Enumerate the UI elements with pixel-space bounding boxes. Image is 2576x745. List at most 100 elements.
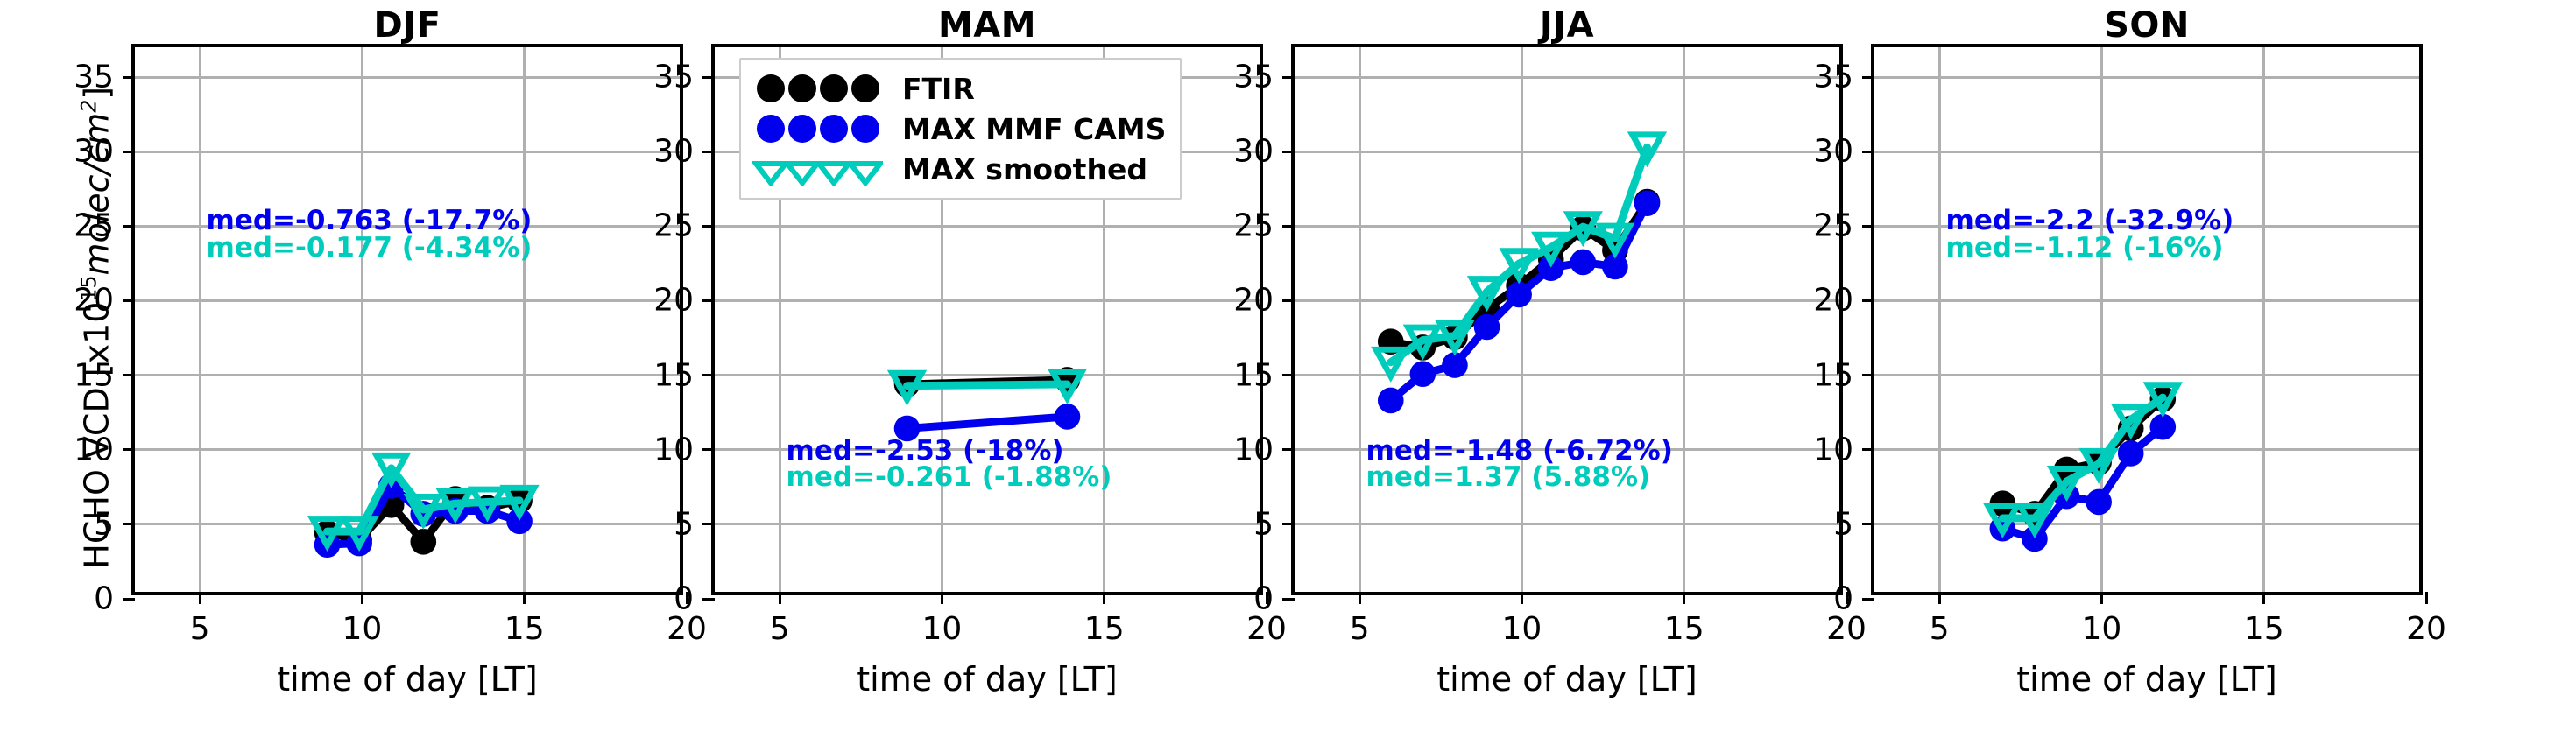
series-line <box>903 380 1071 390</box>
panel-mam: MAM 0 5 10 15 20 25 30 35 5 10 15 20 med=-2.53 (-18%)… <box>653 0 1287 745</box>
y-tick-mark <box>702 75 715 79</box>
data-marker <box>1563 211 1603 248</box>
y-tick-mark <box>1282 523 1295 526</box>
series-max-smoothed <box>307 452 540 552</box>
data-marker <box>371 452 412 488</box>
x-tick-label: 10 <box>1501 611 1542 647</box>
data-marker <box>1602 253 1628 280</box>
x-tick-mark <box>1845 592 1848 604</box>
y-tick-label: 30 <box>1813 133 1853 170</box>
data-layer <box>1982 382 2183 552</box>
legend-item[interactable]: FTIR <box>752 68 1166 109</box>
data-marker <box>1466 276 1507 313</box>
data-marker <box>506 508 533 535</box>
x-tick-label: 20 <box>1826 611 1867 647</box>
y-gridline <box>1874 224 2419 228</box>
y-gridline <box>135 75 680 79</box>
y-gridline <box>135 374 680 377</box>
data-marker <box>2117 440 2144 467</box>
x-tick-mark <box>523 592 526 604</box>
x-tick-label: 20 <box>2406 611 2446 647</box>
data-marker <box>1054 404 1081 430</box>
circle-icon <box>752 111 883 146</box>
y-tick-label: 35 <box>74 59 114 95</box>
panel-son: SON 0 5 10 15 20 25 30 35 5 10 15 20 med=-2.2 (-32.9%… <box>1813 0 2446 745</box>
x-axis-label: time of day [LT] <box>277 660 538 699</box>
x-gridline <box>1683 47 1686 592</box>
y-tick-label: 25 <box>653 207 694 244</box>
y-tick-label: 30 <box>653 133 694 170</box>
data-marker <box>2015 503 2055 539</box>
y-tick-label: 0 <box>94 580 114 617</box>
data-marker <box>1473 313 1500 341</box>
x-tick-label: 10 <box>342 611 383 647</box>
x-tick-label: 5 <box>1929 611 1950 647</box>
y-tick-mark <box>1282 448 1295 452</box>
x-tick-mark <box>940 592 943 604</box>
y-gridline <box>135 448 680 452</box>
y-tick-label: 20 <box>74 282 114 319</box>
data-marker <box>1570 249 1597 276</box>
data-marker <box>1435 320 1475 356</box>
y-tick-mark <box>1862 374 1874 377</box>
y-tick-mark <box>702 597 715 601</box>
legend-label: MAX smoothed <box>902 151 1147 186</box>
y-tick-mark <box>123 448 135 452</box>
series-max-mmf-cams <box>1989 413 2177 552</box>
y-gridline <box>1295 224 1839 228</box>
y-gridline <box>715 299 1260 302</box>
y-tick-label: 5 <box>674 506 694 543</box>
data-marker <box>893 415 921 442</box>
y-gridline <box>1295 75 1839 79</box>
data-marker <box>499 484 540 521</box>
y-tick-mark <box>702 224 715 228</box>
data-marker <box>410 529 437 555</box>
x-tick-mark <box>2262 592 2266 604</box>
y-tick-mark <box>1282 374 1295 377</box>
y-gridline <box>715 523 1260 526</box>
data-marker <box>1982 503 2022 539</box>
x-gridline <box>198 47 201 592</box>
data-marker <box>1047 369 1088 405</box>
data-marker <box>886 369 928 406</box>
y-tick-label: 0 <box>674 580 694 617</box>
y-tick-label: 0 <box>1833 580 1853 617</box>
y-tick-mark <box>1862 597 1874 601</box>
y-gridline <box>1295 150 1839 153</box>
legend-label: MAX MMF CAMS <box>902 111 1167 146</box>
y-tick-mark <box>1862 523 1874 526</box>
y-tick-mark <box>1862 75 1874 79</box>
legend-item[interactable]: MAX MMF CAMS <box>752 109 1166 149</box>
plot-area: 0 5 10 15 20 25 30 35 5 10 15 20 med=-2.2 (-32.9%) me… <box>1813 44 2446 647</box>
y-tick-label: 35 <box>1233 59 1274 95</box>
circle-icon <box>752 71 883 106</box>
y-tick-mark <box>1282 224 1295 228</box>
y-tick-label: 25 <box>74 207 114 244</box>
y-tick-mark <box>123 224 135 228</box>
y-tick-label: 25 <box>1233 207 1274 244</box>
data-layer <box>307 452 540 559</box>
data-marker <box>1595 222 1635 259</box>
data-marker <box>1499 248 1539 285</box>
plot-area: 0 5 10 15 20 25 30 35 5 10 15 20 med=-2.53 (-18%) med… <box>653 44 1287 647</box>
y-tick-label: 5 <box>1253 506 1274 543</box>
data-layer <box>886 367 1088 442</box>
x-gridline <box>360 47 363 592</box>
x-tick-mark <box>1265 592 1268 604</box>
x-gridline <box>2100 47 2103 592</box>
y-tick-mark <box>702 374 715 377</box>
legend: FTIR MAX MMF CAMS MAX smoothed <box>739 58 1182 200</box>
y-gridline <box>135 299 680 302</box>
legend-label: FTIR <box>902 71 975 106</box>
y-tick-label: 35 <box>1813 59 1853 95</box>
series-max-mmf-cams <box>1377 190 1661 414</box>
x-tick-label: 10 <box>2081 611 2122 647</box>
y-tick-mark <box>123 374 135 377</box>
legend-item[interactable]: MAX smoothed <box>750 149 1166 189</box>
y-gridline <box>1295 299 1839 302</box>
data-marker <box>2142 382 2183 418</box>
y-tick-label: 30 <box>1233 133 1274 170</box>
stat-annotation: med=-2.2 (-32.9%) <box>1945 205 2234 237</box>
x-tick-mark <box>2100 592 2103 604</box>
y-tick-label: 5 <box>1833 506 1853 543</box>
